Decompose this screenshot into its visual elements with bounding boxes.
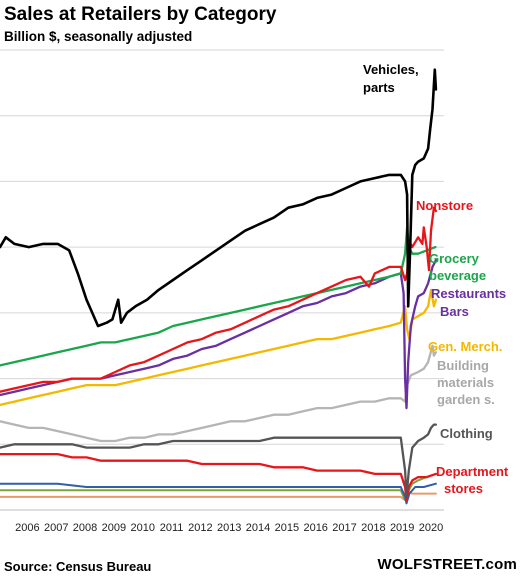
x-tick-label: 2017 <box>332 522 356 534</box>
x-tick-label: 2018 <box>361 522 385 534</box>
x-tick-label: 2013 <box>217 522 241 534</box>
x-tick-label: 2006 <box>15 522 39 534</box>
series-label: beverage <box>429 268 486 283</box>
x-tick-label: 2008 <box>73 522 97 534</box>
chart-subtitle: Billion $, seasonally adjusted <box>4 29 193 44</box>
chart-title: Sales at Retailers by Category <box>4 4 277 25</box>
series-line-clothing <box>0 423 438 499</box>
series-label: Department <box>436 464 509 479</box>
x-tick-label: 2020 <box>419 522 443 534</box>
x-tick-label: 2016 <box>303 522 327 534</box>
series-label: Bars <box>440 304 469 319</box>
series-label: stores <box>444 481 483 496</box>
series-line-grocery-beverage <box>0 226 437 367</box>
x-tick-label: 2007 <box>44 522 68 534</box>
x-tick-label: 2011 <box>160 522 184 534</box>
series-label: Grocery <box>429 251 480 266</box>
x-tick-label: 2014 <box>246 522 270 534</box>
series-line-unlabeled-9 <box>0 472 437 502</box>
x-tick-label: 2012 <box>188 522 212 534</box>
series-line-unlabeled-10 <box>0 489 437 502</box>
series-label: materials <box>437 375 494 390</box>
series-label: parts <box>363 80 395 95</box>
x-tick-label: 2009 <box>102 522 126 534</box>
series-label: Nonstore <box>416 198 473 213</box>
source-note: Source: Census Bureau <box>4 559 152 574</box>
brand-logo: WOLFSTREET.com <box>377 556 517 573</box>
x-tick-label: 2019 <box>390 522 414 534</box>
x-tick-label: 2015 <box>275 522 299 534</box>
series-label: Gen. Merch. <box>428 339 502 354</box>
series-line-unlabeled-8 <box>0 482 437 505</box>
series-label: Restaurants <box>431 286 506 301</box>
series-line-gen-merch <box>0 288 438 407</box>
series-label: garden s. <box>437 392 495 407</box>
series-line-building-materials-garden-s <box>0 344 438 443</box>
series-line-vehicles-parts <box>0 68 438 328</box>
series-line-nonstore <box>0 206 438 393</box>
x-tick-label: 2010 <box>130 522 154 534</box>
series-line-department-stores <box>0 452 438 502</box>
series-label: Vehicles, <box>363 62 419 77</box>
series-label: Clothing <box>440 426 493 441</box>
series-label: Building <box>437 358 489 373</box>
